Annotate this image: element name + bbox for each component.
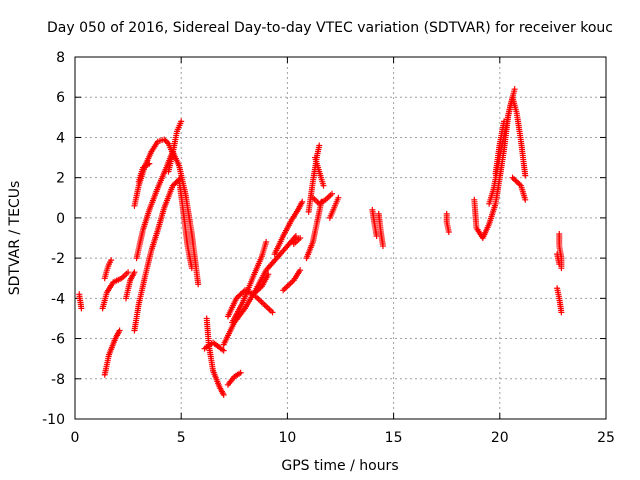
- x-tick-label: 20: [491, 430, 509, 446]
- data-track: [201, 339, 227, 354]
- data-track: [326, 194, 342, 221]
- data-point: [558, 309, 565, 316]
- y-tick-label: -6: [51, 332, 65, 348]
- data-point: [316, 142, 323, 149]
- data-point: [263, 239, 270, 246]
- y-tick-label: 4: [56, 130, 65, 146]
- y-tick-label: -4: [51, 291, 65, 307]
- data-track: [122, 269, 138, 302]
- data-point: [78, 305, 85, 312]
- y-tick-label: -8: [51, 372, 65, 388]
- data-point: [335, 194, 342, 201]
- data-track: [375, 210, 386, 250]
- data-point: [146, 160, 153, 167]
- data-point: [178, 118, 185, 125]
- y-tick-label: 6: [56, 90, 65, 106]
- x-axis-label: GPS time / hours: [281, 458, 398, 474]
- data-point: [116, 327, 123, 334]
- data-point: [558, 265, 565, 272]
- data-track: [509, 174, 529, 203]
- data-track: [492, 118, 508, 177]
- x-tick-label: 15: [385, 430, 403, 446]
- data-track: [203, 315, 227, 398]
- data-track: [554, 251, 563, 268]
- data-point: [320, 182, 327, 189]
- data-point: [188, 265, 195, 272]
- data-point: [108, 257, 115, 264]
- y-axis-label: SDTVAR / TECUs: [7, 181, 23, 296]
- data-point: [522, 196, 529, 203]
- y-tick-label: 2: [56, 171, 65, 187]
- data-point: [556, 261, 563, 268]
- data-point: [511, 86, 518, 93]
- x-tick-label: 5: [177, 430, 186, 446]
- data-point: [297, 235, 304, 241]
- data-track: [252, 293, 276, 316]
- data-track: [309, 190, 336, 207]
- data-point: [131, 269, 138, 276]
- data-point: [445, 228, 452, 235]
- data-points: [76, 86, 565, 398]
- x-tick-label: 10: [278, 430, 296, 446]
- x-tick-label: 25: [597, 430, 615, 446]
- data-track: [135, 160, 153, 185]
- data-point: [299, 198, 306, 205]
- data-track: [280, 267, 304, 294]
- data-track: [101, 327, 123, 378]
- data-track: [224, 369, 244, 388]
- data-track: [312, 154, 327, 189]
- data-point: [501, 118, 508, 125]
- data-point: [269, 309, 276, 316]
- data-point: [265, 271, 272, 278]
- data-track: [176, 176, 195, 272]
- data-point: [379, 243, 386, 250]
- data-point: [195, 281, 202, 288]
- tick-labels: 0 5 10 15 20 25 -10 -8 -6 -4 -2 0 2 4 6 8: [42, 50, 615, 446]
- data-track: [165, 118, 185, 175]
- x-tick-label: 0: [71, 430, 80, 446]
- y-tick-label: -10: [42, 412, 65, 428]
- data-track: [290, 235, 304, 248]
- data-track: [369, 206, 380, 239]
- data-track: [229, 239, 270, 326]
- data-point: [329, 190, 336, 197]
- data-point: [522, 172, 529, 179]
- plot-frame: [74, 56, 607, 420]
- data-track: [101, 257, 115, 282]
- data-track: [271, 198, 306, 258]
- data-point: [297, 267, 304, 274]
- data-point: [292, 232, 299, 239]
- data-point: [220, 347, 227, 354]
- chart-title: Day 050 of 2016, Sidereal Day-to-day VTE…: [47, 20, 613, 36]
- data-track: [554, 285, 565, 316]
- data-point: [125, 269, 132, 276]
- y-tick-label: 8: [56, 50, 65, 66]
- data-track: [99, 269, 132, 312]
- data-point: [220, 391, 227, 398]
- data-track: [76, 291, 85, 312]
- grid-lines: [75, 57, 606, 419]
- y-tick-label: -2: [51, 251, 65, 267]
- y-tick-label: 0: [56, 211, 65, 227]
- data-point: [237, 369, 244, 376]
- data-track: [443, 210, 452, 235]
